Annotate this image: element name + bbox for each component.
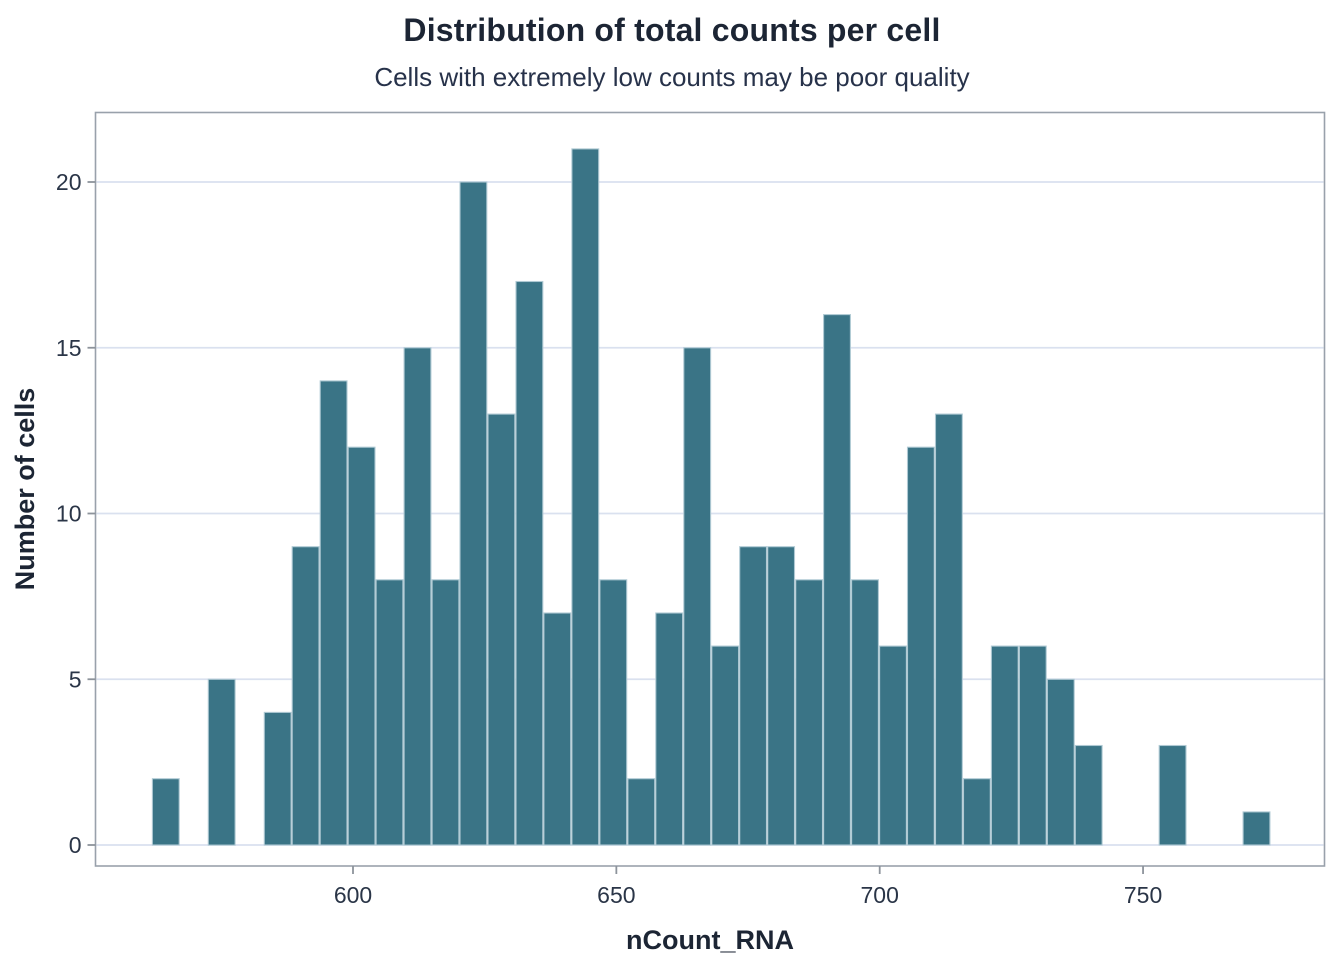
histogram-bar	[319, 380, 348, 846]
x-axis-title: nCount_RNA	[626, 925, 794, 955]
histogram-bar	[990, 645, 1019, 846]
y-tick-label: 20	[56, 169, 82, 195]
histogram-bar	[739, 546, 768, 846]
histogram-bar	[906, 446, 935, 846]
histogram-bar	[431, 579, 460, 846]
panel-border	[94, 111, 1326, 867]
histogram-bar	[487, 413, 516, 846]
histogram-bar	[934, 413, 963, 846]
histogram-bar	[1242, 811, 1271, 846]
histogram-bar	[823, 314, 851, 846]
histogram-bars	[151, 148, 1271, 846]
histogram-bar	[711, 645, 740, 846]
histogram-bar	[263, 711, 292, 846]
y-tick-label: 5	[69, 666, 82, 692]
histogram-bar	[291, 546, 320, 846]
chart-subtitle: Cells with extremely low counts may be p…	[374, 62, 970, 92]
histogram-bar	[347, 446, 376, 846]
y-axis-tick-labels: 0 5 10 15 20	[56, 169, 82, 858]
histogram-bar	[795, 579, 824, 846]
x-tick-label: 700	[861, 882, 899, 908]
y-tick-label: 10	[56, 501, 82, 527]
histogram-bar	[655, 612, 684, 846]
x-tick-label: 600	[334, 882, 372, 908]
histogram-bar	[151, 778, 180, 846]
y-axis-title: Number of cells	[10, 388, 40, 591]
histogram-bar	[767, 546, 796, 846]
histogram-bar	[599, 579, 628, 846]
histogram-bar	[962, 778, 991, 846]
histogram-bar	[627, 778, 656, 846]
y-axis-ticks	[87, 181, 96, 846]
histogram-bar	[1046, 678, 1075, 846]
x-axis-ticks	[352, 866, 1144, 874]
chart-title: Distribution of total counts per cell	[403, 12, 941, 48]
y-tick-label: 15	[56, 335, 82, 361]
x-tick-label: 750	[1124, 882, 1162, 908]
x-tick-label: 650	[597, 882, 635, 908]
histogram-bar	[1018, 645, 1047, 846]
histogram-bar	[1074, 744, 1103, 846]
histogram-bar	[571, 148, 600, 846]
histogram-bar	[375, 579, 404, 846]
histogram-bar	[851, 579, 879, 846]
histogram-bar	[515, 280, 544, 846]
histogram-bar	[207, 678, 236, 846]
histogram-bar	[879, 645, 907, 846]
histogram-bar	[543, 612, 572, 846]
histogram-bar	[1158, 744, 1187, 846]
histogram-bar	[683, 347, 712, 846]
histogram-bar	[403, 347, 432, 846]
y-tick-label: 0	[69, 832, 82, 858]
x-axis-tick-labels: 600 650 700 750	[334, 882, 1162, 908]
histogram-bar	[459, 181, 488, 846]
